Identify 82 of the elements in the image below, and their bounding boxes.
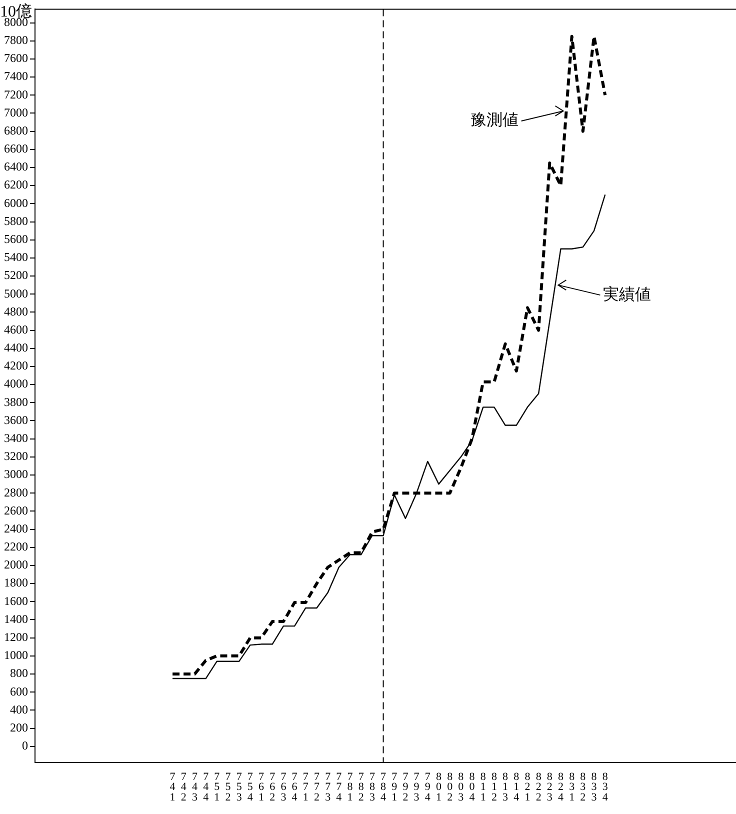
- y-tick-label: 1800: [4, 576, 28, 590]
- x-tick-label: 804: [469, 770, 476, 804]
- x-tick-label: 772: [314, 770, 320, 804]
- y-tick-label: 6400: [4, 160, 28, 174]
- x-tick-label: 744: [203, 770, 210, 804]
- y-tick-label: 5200: [4, 268, 28, 282]
- y-tick-label: 400: [10, 702, 28, 716]
- y-tick-label: 1400: [4, 612, 28, 626]
- y-tick-label: 6200: [4, 178, 28, 192]
- y-tick-label: 3000: [4, 467, 28, 482]
- y-tick-label: 3800: [4, 394, 28, 409]
- x-tick-label: 801: [436, 770, 442, 804]
- x-tick-label: 832: [580, 770, 586, 804]
- y-tick-label: 4200: [4, 358, 28, 373]
- y-tick-label: 2000: [4, 558, 28, 572]
- x-tick-label: 752: [225, 770, 232, 804]
- y-tick-label: 6800: [4, 123, 28, 138]
- y-tick-label: 7200: [4, 87, 28, 102]
- y-tick-label: 4600: [4, 322, 28, 336]
- y-tick-label: 2200: [4, 540, 28, 554]
- x-tick-label: 811: [480, 770, 486, 804]
- x-tick-label: 831: [569, 770, 576, 804]
- y-tick-label: 2600: [4, 503, 28, 518]
- y-tick-label: 2800: [4, 485, 28, 500]
- y-tick-label: 2400: [4, 521, 28, 536]
- y-tick-label: 5800: [4, 214, 28, 228]
- y-tick-label: 4000: [4, 376, 28, 391]
- x-tick-label: 833: [591, 770, 598, 804]
- x-tick-label: 793: [414, 770, 420, 804]
- y-tick-label: 4800: [4, 304, 28, 318]
- x-tick-label: 813: [502, 770, 509, 804]
- x-tick-label: 814: [514, 770, 520, 804]
- x-tick-label: 743: [192, 770, 198, 804]
- x-tick-label: 771: [302, 770, 309, 804]
- y-tick-label: 1200: [4, 630, 28, 644]
- x-tick-label: 822: [536, 770, 542, 804]
- x-tick-label: 781: [347, 770, 354, 804]
- x-tick-label: 753: [236, 770, 242, 804]
- y-tick-label: 0: [22, 738, 28, 753]
- x-tick-label: 824: [558, 770, 564, 804]
- x-tick-label: 792: [402, 770, 409, 804]
- y-tick-label: 6600: [4, 142, 28, 156]
- x-tick-label: 782: [358, 770, 364, 804]
- x-tick-label: 754: [247, 770, 254, 804]
- y-tick-label: 7600: [4, 51, 28, 66]
- y-tick-label: 7400: [4, 69, 28, 84]
- x-tick-label: 773: [325, 770, 332, 804]
- y-tick-label: 1000: [4, 648, 28, 662]
- y-tick-label: 5400: [4, 250, 28, 264]
- y-tick-label: 3400: [4, 430, 28, 445]
- x-tick-label: 762: [270, 770, 276, 804]
- y-tick-label: 7800: [4, 33, 28, 48]
- y-tick-label: 600: [10, 684, 28, 698]
- x-tick-label: 821: [524, 770, 531, 804]
- x-tick-label: 741: [170, 770, 176, 804]
- y-tick-label: 4400: [4, 340, 28, 355]
- x-tick-label: 791: [392, 770, 398, 804]
- x-tick-label: 803: [458, 770, 464, 804]
- x-tick-label: 794: [424, 770, 431, 804]
- x-tick-label: 764: [292, 770, 298, 804]
- x-tick-label: 812: [491, 770, 498, 804]
- y-tick-label: 3200: [4, 449, 28, 464]
- y-tick-label: 3600: [4, 412, 28, 427]
- x-tick-label: 802: [447, 770, 454, 804]
- x-tick-label: 763: [280, 770, 287, 804]
- y-tick-label: 5600: [4, 232, 28, 246]
- y-tick-label: 5000: [4, 286, 28, 300]
- y-tick-label: 6000: [4, 196, 28, 210]
- x-tick-label: 823: [546, 770, 553, 804]
- x-tick-label: 834: [602, 770, 608, 804]
- x-tick-label: 784: [380, 770, 387, 804]
- x-tick-label: 774: [336, 770, 342, 804]
- x-tick-label: 751: [214, 770, 220, 804]
- y-tick-label: 7000: [4, 105, 28, 120]
- y-tick-label: 200: [10, 720, 28, 734]
- legend-label: 実績値: [603, 285, 652, 304]
- x-tick-label: 742: [180, 770, 187, 804]
- x-tick-label: 783: [369, 770, 376, 804]
- text: 豫測値: [470, 111, 518, 130]
- y-tick-label: 1600: [4, 594, 28, 608]
- y-tick-label: 800: [10, 666, 28, 680]
- x-tick-label: 761: [258, 770, 265, 804]
